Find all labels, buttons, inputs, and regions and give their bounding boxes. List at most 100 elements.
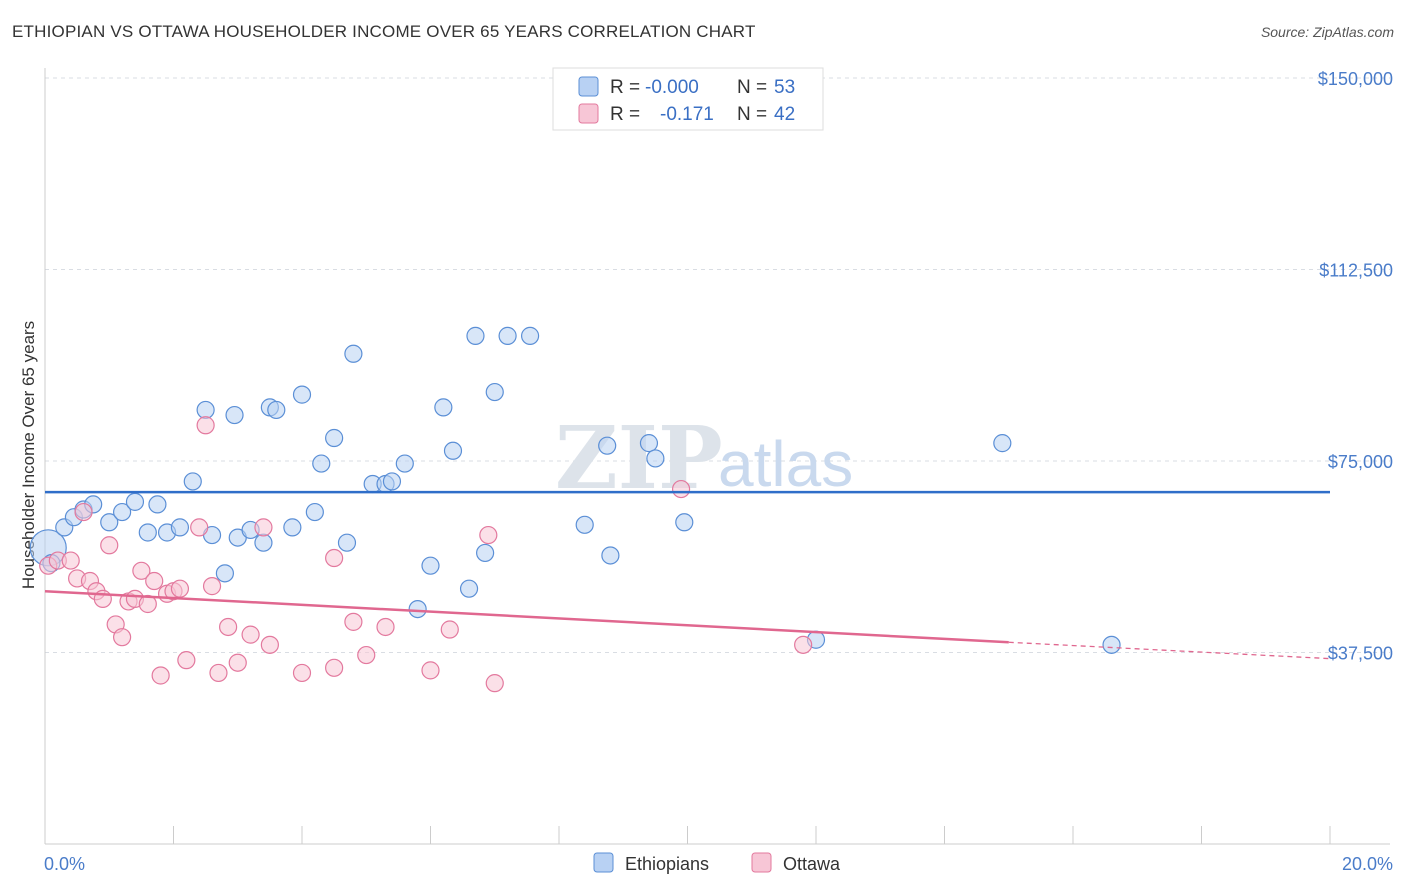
legend-r-value-ottawa: -0.171 [660, 104, 714, 125]
legend-bottom: Ethiopians Ottawa [593, 852, 841, 874]
ethiopians-point [312, 454, 331, 473]
ottawa-point [241, 625, 260, 644]
x-tick-label: 20.0% [1342, 854, 1393, 874]
watermark-zip: ZIP [555, 408, 723, 509]
ethiopians-point [1102, 635, 1121, 654]
ottawa-point [219, 617, 238, 637]
ottawa-trend-line [44, 589, 1009, 644]
ottawa-point [61, 551, 80, 570]
bottom-legend-label-ethiopians: Ethiopians [625, 854, 709, 874]
ethiopians-point [305, 502, 324, 522]
y-tick-label: $37,500 [1328, 644, 1393, 664]
legend-top: R = -0.000 N = 53 R = -0.171 N = 42 [552, 67, 824, 131]
y-tick-label: $112,500 [1319, 261, 1393, 281]
bottom-legend-label-ottawa: Ottawa [783, 854, 841, 874]
ethiopians-point [408, 599, 427, 619]
y-tick-label: $150,000 [1318, 69, 1393, 89]
ottawa-point [132, 561, 151, 580]
ethiopians-point [292, 385, 312, 404]
ottawa-point [325, 658, 344, 677]
ethiopians-point [459, 579, 479, 598]
ethiopians-point [639, 434, 659, 453]
ethiopians-point [337, 533, 357, 552]
ottawa-point [196, 416, 215, 435]
ottawa-point [100, 536, 119, 555]
watermark-atlas: atlas [718, 428, 853, 500]
ottawa-point [794, 635, 813, 654]
ethiopians-point [138, 523, 157, 542]
legend-n-value-ottawa: 42 [774, 104, 795, 125]
grid-lines [45, 77, 1390, 653]
ethiopians-point [254, 533, 273, 552]
ethiopians-point [520, 326, 540, 345]
ethiopians-point [434, 398, 453, 417]
ethiopians-point [196, 400, 215, 420]
chart-title: ETHIOPIAN VS OTTAWA HOUSEHOLDER INCOME O… [12, 22, 756, 41]
y-tick-label: $75,000 [1328, 452, 1393, 472]
ethiopians-point [395, 454, 414, 473]
ethiopians-point [421, 556, 440, 575]
ethiopians-point [443, 441, 463, 460]
legend-swatch-ottawa [578, 103, 599, 124]
ottawa-point [376, 617, 395, 637]
ottawa-point [228, 653, 247, 672]
ethiopians-point [325, 428, 344, 448]
ethiopians-point [498, 326, 517, 345]
ethiopians-point [215, 564, 234, 583]
ethiopians-point [485, 382, 504, 402]
ottawa-point [112, 628, 132, 647]
ethiopians-point [382, 472, 402, 491]
ethiopians-point [100, 513, 119, 532]
ottawa-point [190, 518, 209, 537]
ottawa-point [202, 577, 222, 596]
legend-r-label-ottawa: R = [610, 104, 640, 125]
ottawa-point [344, 612, 363, 631]
y-axis-title: Householder Income Over 65 years [19, 321, 38, 589]
ottawa-trend-line-extension [1008, 641, 1331, 660]
ottawa-point [260, 635, 279, 654]
ottawa-point [292, 663, 312, 683]
ethiopians-point [183, 472, 202, 491]
ottawa-point [151, 666, 170, 685]
bottom-legend-swatch-ottawa [751, 852, 772, 873]
ethiopians-point [601, 546, 620, 565]
ottawa-point [254, 518, 273, 537]
ottawa-point [479, 525, 498, 545]
legend-r-value-ethiopians: -0.000 [645, 77, 699, 98]
ottawa-point [177, 651, 196, 670]
ethiopians-point [598, 436, 617, 455]
ethiopians-point [283, 518, 302, 537]
y-tick-labels: $37,500 $75,000 $112,500 $150,000 [1318, 69, 1393, 664]
ethiopians-points [29, 326, 1121, 654]
legend-n-label-ottawa: N = [737, 104, 767, 125]
ottawa-point [209, 663, 228, 683]
ottawa-points [39, 416, 813, 693]
x-tick-labels: 0.0% 20.0% [44, 854, 1393, 874]
ethiopians-point [675, 513, 694, 532]
ottawa-point [170, 579, 190, 598]
ethiopians-point [344, 344, 363, 363]
ottawa-point [485, 674, 504, 693]
ethiopians-point [575, 515, 594, 534]
ethiopians-point [225, 405, 244, 425]
legend-n-value-ethiopians: 53 [774, 77, 795, 98]
source-credit: Source: ZipAtlas.com [1260, 24, 1394, 40]
legend-r-label-ethiopians: R = [610, 77, 640, 98]
ethiopians-point [267, 400, 286, 420]
ottawa-point [325, 548, 344, 568]
ethiopians-point [646, 449, 665, 468]
ottawa-point [357, 645, 376, 665]
watermark: ZIP atlas [555, 408, 853, 509]
legend-swatch-ethiopians [578, 76, 599, 97]
ottawa-point [421, 661, 440, 680]
axes [44, 68, 1390, 845]
ethiopians-point [148, 495, 167, 514]
legend-n-label-ethiopians: N = [737, 77, 767, 98]
trend-lines [44, 490, 1331, 660]
ethiopians-point [112, 502, 132, 522]
ethiopians-point [476, 543, 495, 563]
ethiopians-point [125, 492, 145, 511]
ottawa-point [440, 620, 459, 639]
ethiopians-point [170, 518, 190, 537]
